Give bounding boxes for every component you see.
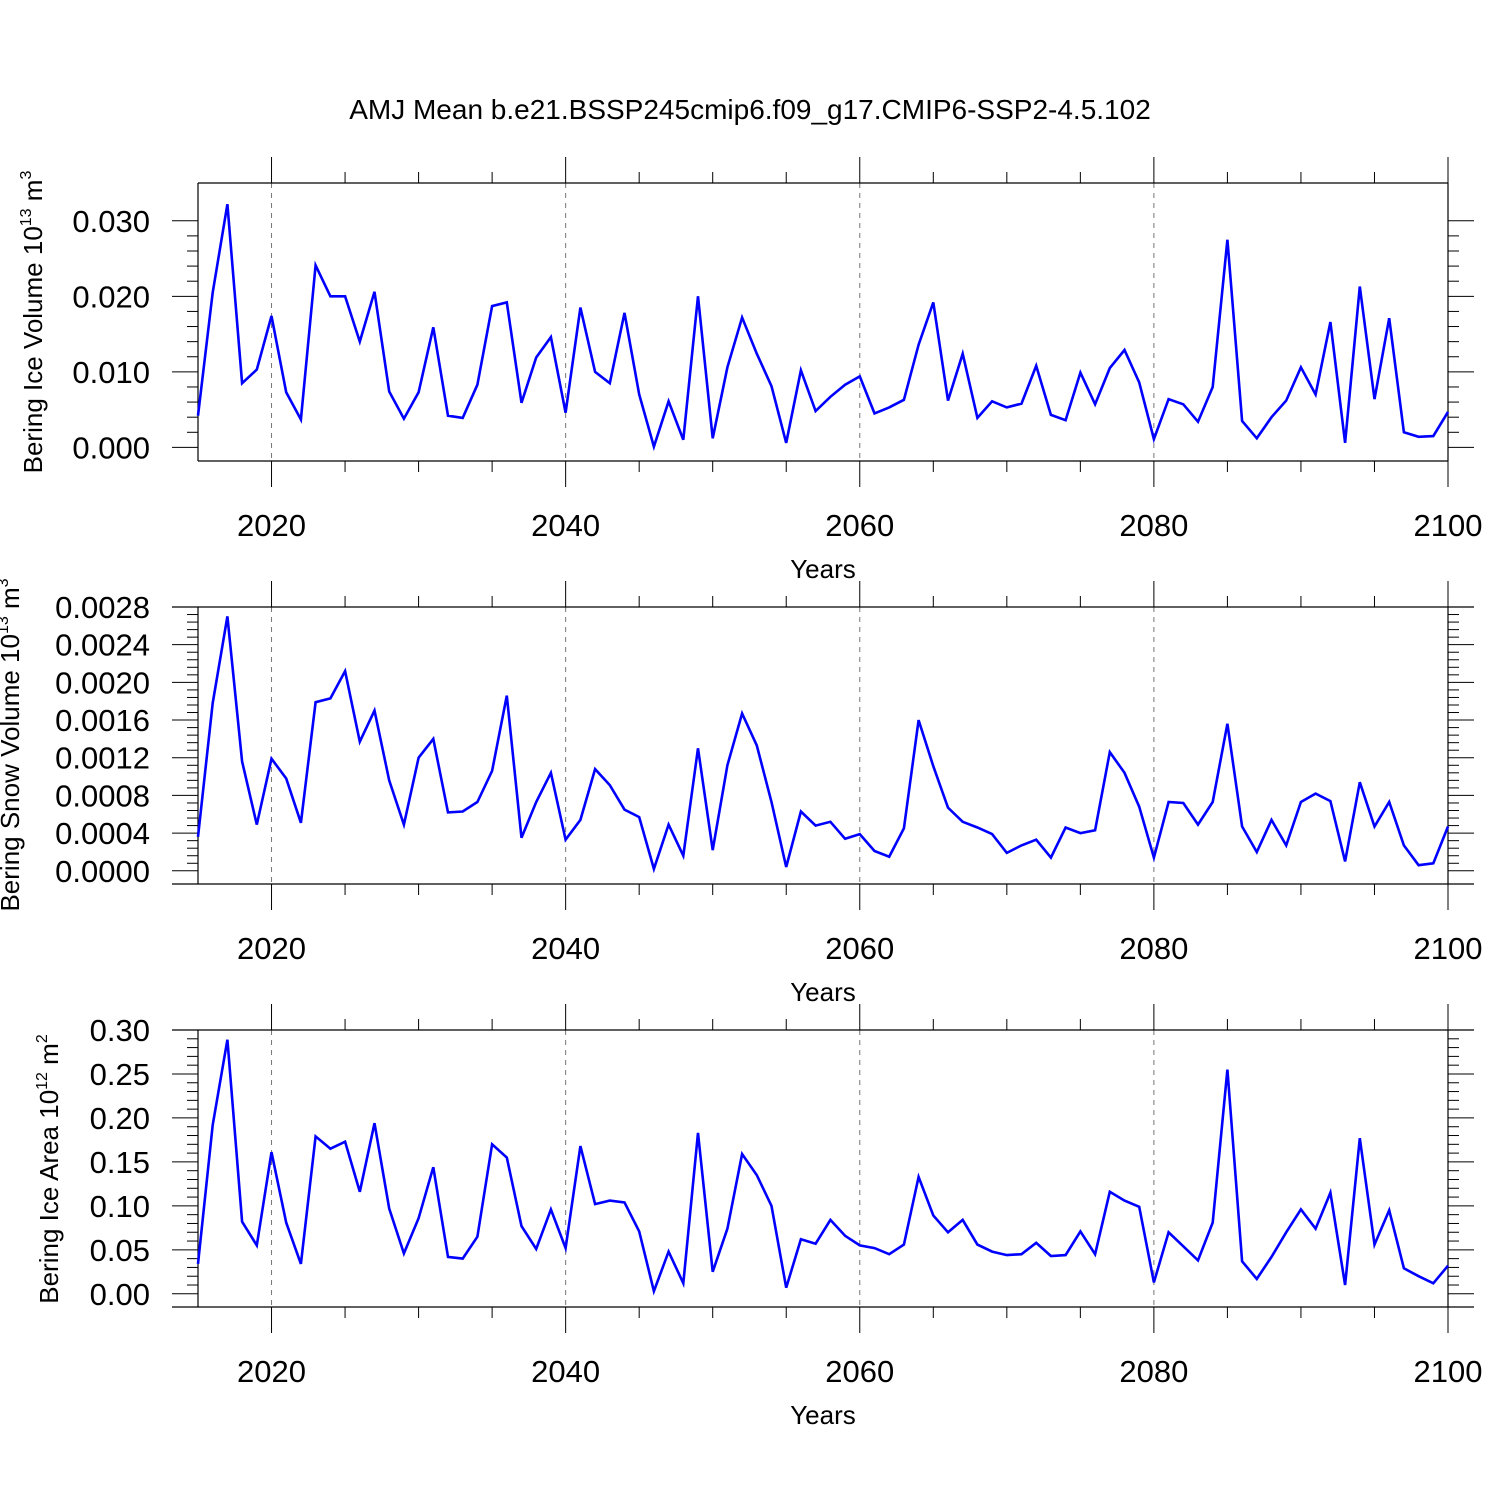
series-line <box>196 616 1450 874</box>
x-tick-label: 2100 <box>1414 1354 1483 1389</box>
x-tick-label: 2100 <box>1414 508 1483 543</box>
x-tick-label: 2040 <box>531 931 600 966</box>
x-tick-label: 2060 <box>825 1354 894 1389</box>
y-tick-label: 0.010 <box>72 355 150 390</box>
x-tick-label: 2060 <box>825 508 894 543</box>
x-tick-label: 2020 <box>237 508 306 543</box>
y-tick-label: 0.0028 <box>55 590 150 625</box>
y-tick-label: 0.030 <box>72 204 150 239</box>
y-tick-label: 0.10 <box>90 1189 150 1224</box>
x-tick-label: 2040 <box>531 1354 600 1389</box>
series-line <box>196 203 1450 452</box>
y-tick-label: 0.020 <box>72 279 150 314</box>
y-tick-label: 0.0024 <box>55 628 150 663</box>
x-tick-label: 2100 <box>1414 931 1483 966</box>
y-tick-label: 0.0004 <box>55 816 150 851</box>
series-line <box>196 1039 1449 1296</box>
y-tick-label: 0.05 <box>90 1233 150 1268</box>
x-tick-label: 2040 <box>531 508 600 543</box>
chart-panel-ice-area: 0.00 0.05 0.10 0.15 0.20 0.25 0.30 2020 2040 2060… <box>34 1004 1482 1430</box>
x-tick-label: 2060 <box>825 931 894 966</box>
x-tick-label: 2020 <box>237 931 306 966</box>
chart-title: AMJ Mean b.e21.BSSP245cmip6.f09_g17.CMIP… <box>349 94 1151 125</box>
y-tick-label: 0.30 <box>90 1013 150 1048</box>
x-axis-label: Years <box>790 1400 856 1430</box>
y-tick-label: 0.15 <box>90 1145 150 1180</box>
x-tick-label: 2080 <box>1119 1354 1188 1389</box>
y-axis-label: Bering Ice Area 1012 m2 <box>34 1034 64 1304</box>
y-axis-label: Bering Ice Volume 1013 m3 <box>18 171 48 474</box>
y-tick-label: 0.0016 <box>55 703 150 738</box>
y-tick-label: 0.0020 <box>55 665 150 700</box>
y-tick-label: 0.00 <box>90 1277 150 1312</box>
y-tick-label: 0.0000 <box>55 854 150 889</box>
y-tick-label: 0.000 <box>72 430 150 465</box>
y-axis-label: Bering Snow Volume 1013 m3 <box>0 578 25 911</box>
x-tick-label: 2080 <box>1119 508 1188 543</box>
chart-panel-ice-volume: 0.000 0.010 0.020 0.030 2020 2040 2060 2080 2100… <box>18 157 1482 584</box>
x-tick-label: 2080 <box>1119 931 1188 966</box>
x-tick-label: 2020 <box>237 1354 306 1389</box>
y-tick-label: 0.20 <box>90 1101 150 1136</box>
x-axis-label: Years <box>790 554 856 584</box>
y-tick-label: 0.0008 <box>55 778 150 813</box>
x-axis-label: Years <box>790 977 856 1007</box>
y-tick-label: 0.0012 <box>55 741 150 776</box>
y-tick-label: 0.25 <box>90 1057 150 1092</box>
chart-panel-snow-volume: 0.00000.00040.00080.00120.00160.00200.00… <box>0 578 1482 1007</box>
